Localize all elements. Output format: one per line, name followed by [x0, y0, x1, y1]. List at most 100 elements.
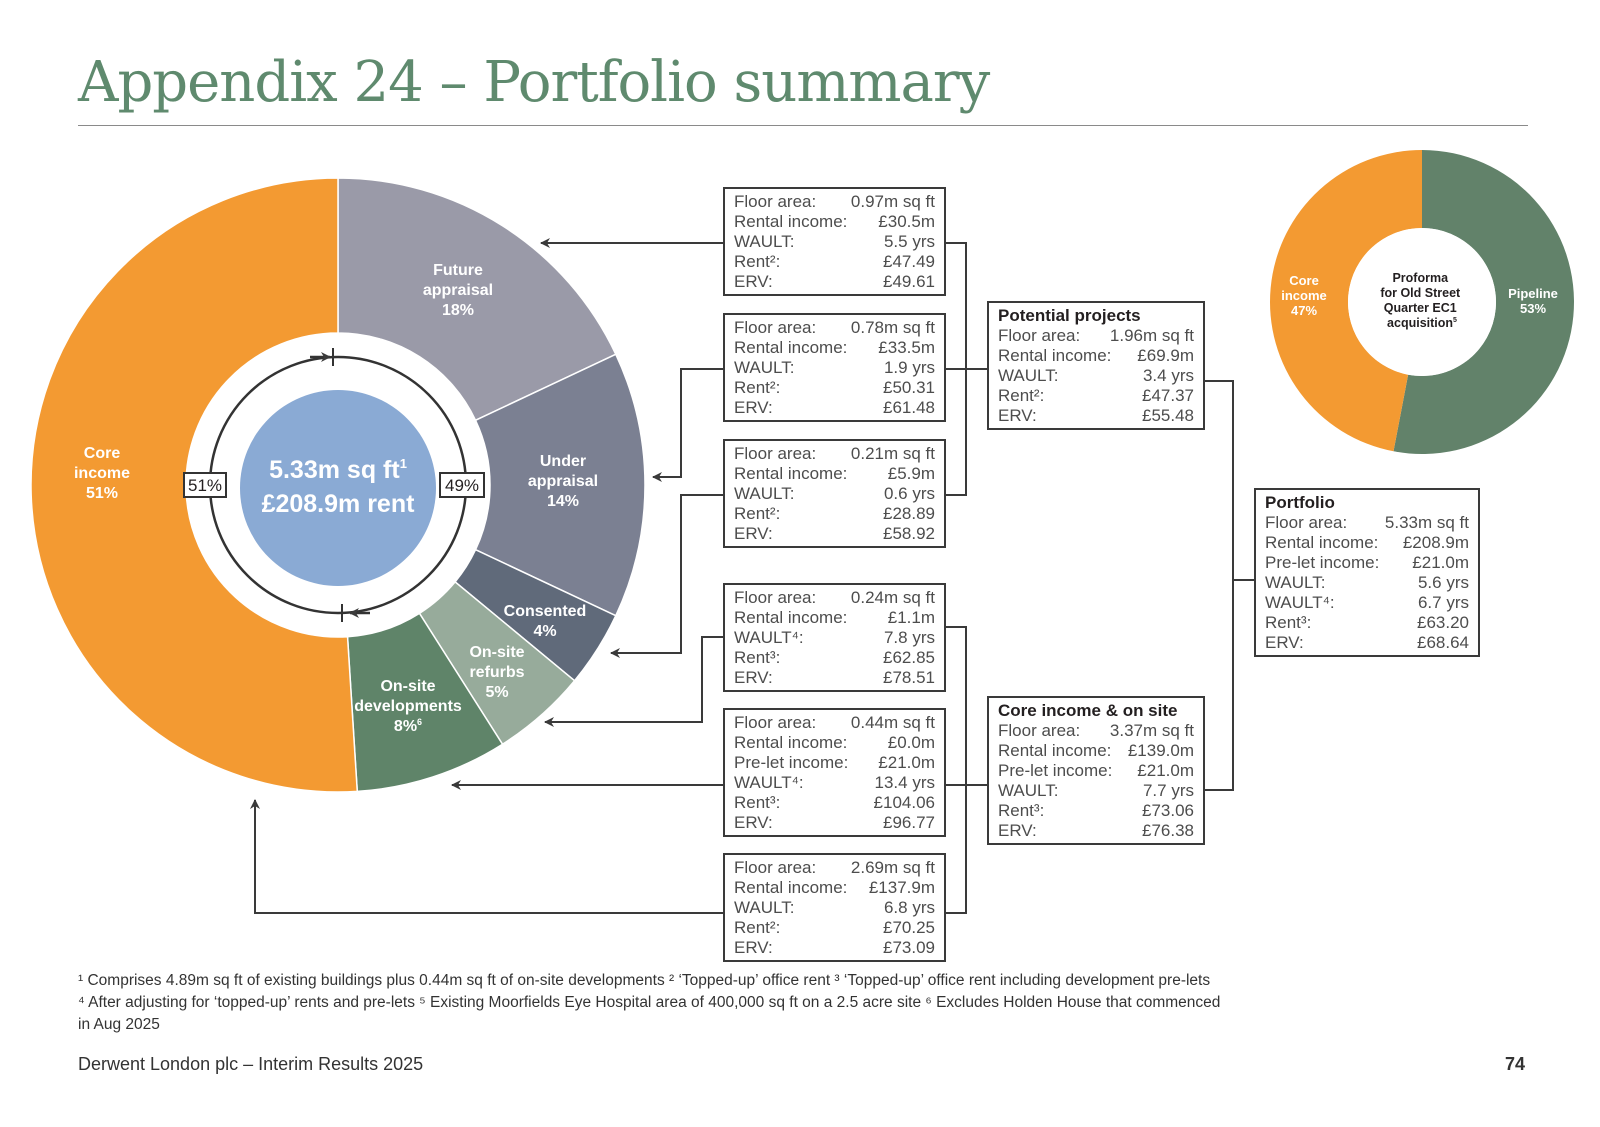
row-value: £21.0m	[878, 753, 935, 772]
row-value: £96.77	[883, 813, 935, 832]
box-row: WAULT⁴: 7.8 yrs	[734, 628, 935, 648]
box-row: Rental income: £1.1m	[734, 608, 935, 628]
row-value: 0.24m sq ft	[850, 588, 935, 607]
row-value: £62.85	[883, 648, 935, 667]
row-label: ERV:	[1265, 633, 1304, 652]
row-value: £139.0m	[1127, 741, 1194, 760]
right-pct: 49%	[445, 476, 479, 495]
slice-future-appraisal	[337, 177, 617, 422]
row-label: Rent³:	[734, 648, 781, 667]
center-circle	[240, 390, 436, 586]
row-value: 1.9 yrs	[883, 358, 935, 377]
row-label: Rental income:	[734, 878, 848, 897]
row-value: £137.9m	[868, 878, 935, 897]
box-row: Rent³: £104.06	[734, 793, 935, 813]
box-row: ERV: £76.38	[998, 821, 1194, 841]
row-label: Rental income:	[734, 212, 848, 231]
row-value: 0.21m sq ft	[850, 444, 935, 463]
row-label: WAULT:	[734, 232, 795, 251]
row-label: Rental income:	[1265, 533, 1379, 552]
row-value: £68.64	[1417, 633, 1469, 652]
box-row: ERV: £73.09	[734, 938, 935, 958]
row-label: ERV:	[734, 272, 773, 291]
slice-core-income	[30, 177, 359, 793]
row-label: Floor area:	[734, 858, 817, 877]
page-number: 74	[1505, 1054, 1526, 1074]
footer-source: Derwent London plc – Interim Results 202…	[78, 1054, 424, 1074]
row-value: £47.49	[883, 252, 935, 271]
row-label: Rent³:	[734, 793, 781, 812]
box-row: Floor area: 2.69m sq ft	[734, 858, 935, 878]
row-value: £50.31	[883, 378, 935, 397]
box-row: Rent³: £63.20	[1265, 613, 1469, 633]
center-line2: £208.9m rent	[262, 490, 416, 518]
row-value: 0.97m sq ft	[850, 192, 935, 211]
row-label: Floor area:	[1265, 513, 1348, 532]
small-center-text: Proforma for Old Street Quarter EC1 acqu…	[1380, 271, 1463, 330]
row-value: £47.37	[1142, 386, 1194, 405]
row-value: £1.1m	[887, 608, 935, 627]
row-label: Rent²:	[734, 252, 781, 271]
box-row: WAULT⁴: 6.7 yrs	[1265, 593, 1469, 613]
box-row: Rental income: £69.9m	[998, 346, 1194, 366]
row-value: 5.6 yrs	[1417, 573, 1469, 592]
row-value: £5.9m	[887, 464, 935, 483]
box-row: Rental income: £0.0m	[734, 733, 935, 753]
row-value: £63.20	[1417, 613, 1469, 632]
row-value: 1.96m sq ft	[1109, 326, 1194, 345]
box-heading: Core income & on site	[998, 701, 1178, 720]
row-label: Rent²:	[734, 918, 781, 937]
footnote-line3: in Aug 2025	[78, 1016, 160, 1033]
box-row: ERV: £96.77	[734, 813, 935, 833]
row-label: WAULT:	[998, 781, 1059, 800]
row-label: WAULT⁴:	[734, 628, 804, 647]
box-heading: Portfolio	[1265, 493, 1335, 512]
row-value: 5.5 yrs	[883, 232, 935, 251]
box-row: Rental income: £33.5m	[734, 338, 935, 358]
row-value: £61.48	[883, 398, 935, 417]
label-under-appraisal: Under appraisal 14%	[528, 453, 598, 510]
row-label: ERV:	[734, 813, 773, 832]
row-value: £73.06	[1142, 801, 1194, 820]
row-label: Rental income:	[734, 338, 848, 357]
row-value: £69.9m	[1137, 346, 1194, 365]
consented-box: Floor area: 0.21m sq ft Rental income: £5.9…	[723, 439, 946, 548]
row-label: Floor area:	[734, 192, 817, 211]
label-on-site-developments: On-site developments 8%6	[354, 678, 462, 735]
row-value: £78.51	[883, 668, 935, 687]
row-label: Rent²:	[734, 504, 781, 523]
row-label: Rent³:	[1265, 613, 1312, 632]
box-row: Rent²: £50.31	[734, 378, 935, 398]
row-label: WAULT:	[734, 484, 795, 503]
row-value: £28.89	[883, 504, 935, 523]
portfolio-box: Portfolio Floor area: 5.33m sq ft Rental in…	[1254, 488, 1480, 657]
row-value: 7.7 yrs	[1142, 781, 1194, 800]
row-value: £104.06	[873, 793, 935, 812]
row-value: 6.8 yrs	[883, 898, 935, 917]
potential-projects-box: Potential projects Floor area: 1.96m sq ft…	[987, 301, 1205, 430]
row-label: Floor area:	[998, 326, 1081, 345]
right-pct-box	[439, 472, 485, 498]
title-rule	[78, 125, 1528, 126]
row-value: 0.6 yrs	[883, 484, 935, 503]
onsite-refurbs-box: Floor area: 0.24m sq ft Rental income: £1.1…	[723, 583, 946, 692]
row-value: 6.7 yrs	[1417, 593, 1469, 612]
row-value: 0.78m sq ft	[850, 318, 935, 337]
box-row: Pre-let income: £21.0m	[998, 761, 1194, 781]
label-consented: Consented 4%	[504, 603, 587, 640]
row-value: 2.69m sq ft	[850, 858, 935, 877]
row-label: Rental income:	[734, 464, 848, 483]
row-label: WAULT:	[998, 366, 1059, 385]
label-on-site-refurbs: On-site refurbs 5%	[469, 644, 524, 701]
row-label: ERV:	[998, 406, 1037, 425]
row-value: 5.33m sq ft	[1384, 513, 1469, 532]
row-label: Pre-let income:	[998, 761, 1113, 780]
small-slice-core-income	[1270, 150, 1422, 452]
row-value: £0.0m	[887, 733, 935, 752]
main-donut	[30, 177, 646, 793]
box-row: Rental income: £137.9m	[734, 878, 935, 898]
box-row: ERV: £55.48	[998, 406, 1194, 426]
small-donut	[1270, 150, 1574, 454]
row-label: ERV:	[998, 821, 1037, 840]
